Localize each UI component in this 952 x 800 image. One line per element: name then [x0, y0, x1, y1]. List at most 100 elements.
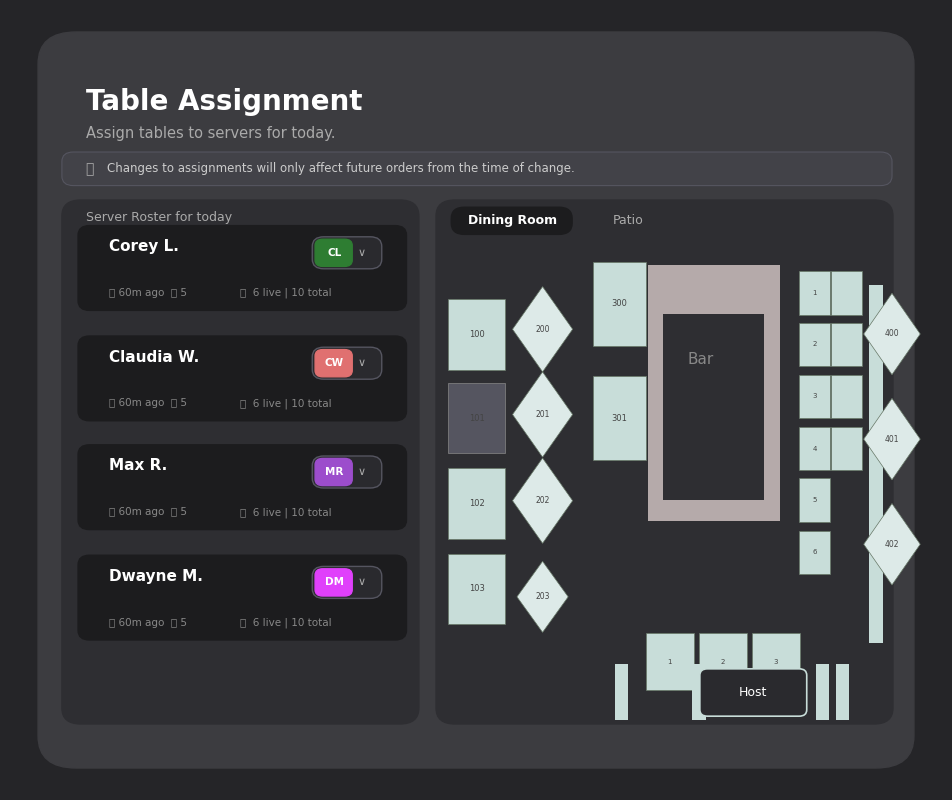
Text: 103: 103: [468, 584, 485, 594]
Text: Assign tables to servers for today.: Assign tables to servers for today.: [86, 126, 335, 141]
Bar: [615, 664, 628, 720]
Bar: [699, 634, 746, 690]
Text: Claudia W.: Claudia W.: [109, 350, 200, 365]
Bar: [831, 374, 863, 418]
Text: ⓘ: ⓘ: [86, 162, 94, 176]
Bar: [448, 299, 506, 370]
Text: ∨: ∨: [358, 578, 366, 587]
Text: 3: 3: [812, 394, 817, 399]
Text: ∨: ∨: [358, 358, 366, 368]
FancyBboxPatch shape: [78, 226, 407, 310]
Text: 201: 201: [535, 410, 549, 419]
Text: ⏰ 60m ago  ⌖ 5: ⏰ 60m ago ⌖ 5: [109, 398, 188, 408]
Text: 5: 5: [812, 498, 817, 503]
Text: 300: 300: [611, 299, 627, 308]
Bar: [800, 427, 830, 470]
Text: ⏰ 60m ago  ⌖ 5: ⏰ 60m ago ⌖ 5: [109, 507, 188, 517]
Bar: [647, 266, 781, 521]
Bar: [692, 664, 705, 720]
FancyBboxPatch shape: [451, 207, 572, 234]
Polygon shape: [517, 562, 568, 632]
Text: Server Roster for today: Server Roster for today: [86, 211, 231, 224]
Text: Host: Host: [739, 686, 767, 699]
Text: 1: 1: [667, 658, 672, 665]
Text: 3: 3: [774, 658, 778, 665]
Bar: [831, 322, 863, 366]
Text: 👥  6 live | 10 total: 👥 6 live | 10 total: [240, 618, 331, 628]
Text: 2: 2: [812, 342, 817, 347]
Bar: [664, 314, 764, 500]
Polygon shape: [863, 503, 921, 585]
FancyBboxPatch shape: [78, 445, 407, 530]
FancyBboxPatch shape: [312, 566, 382, 598]
Text: 👥  6 live | 10 total: 👥 6 live | 10 total: [240, 288, 331, 298]
Text: 👥  6 live | 10 total: 👥 6 live | 10 total: [240, 507, 331, 518]
Bar: [800, 374, 830, 418]
FancyBboxPatch shape: [78, 555, 407, 640]
Text: Bar: Bar: [687, 353, 714, 367]
Bar: [831, 271, 863, 315]
Text: 203: 203: [535, 592, 550, 602]
Text: 102: 102: [469, 499, 485, 508]
Text: Patio: Patio: [613, 214, 644, 227]
Polygon shape: [863, 398, 921, 480]
Text: 400: 400: [884, 330, 900, 338]
Text: 1: 1: [812, 290, 817, 296]
FancyBboxPatch shape: [312, 456, 382, 488]
Polygon shape: [512, 372, 572, 457]
Text: Changes to assignments will only affect future orders from the time of change.: Changes to assignments will only affect …: [107, 162, 574, 175]
Bar: [831, 427, 863, 470]
Bar: [800, 271, 830, 315]
Polygon shape: [512, 286, 572, 372]
Bar: [593, 376, 646, 461]
Bar: [836, 664, 849, 720]
Polygon shape: [863, 294, 921, 374]
Text: CW: CW: [325, 358, 344, 368]
Text: 301: 301: [611, 414, 627, 422]
FancyBboxPatch shape: [315, 239, 352, 266]
Text: 👥  6 live | 10 total: 👥 6 live | 10 total: [240, 398, 331, 409]
FancyBboxPatch shape: [315, 569, 352, 596]
Text: Table Assignment: Table Assignment: [86, 88, 362, 115]
Bar: [646, 634, 694, 690]
Bar: [816, 664, 829, 720]
Text: 2: 2: [721, 658, 725, 665]
FancyBboxPatch shape: [436, 200, 893, 724]
Bar: [448, 469, 506, 538]
FancyBboxPatch shape: [78, 336, 407, 421]
Text: ∨: ∨: [358, 467, 366, 477]
Text: ⏰ 60m ago  ⌖ 5: ⏰ 60m ago ⌖ 5: [109, 618, 188, 627]
Bar: [800, 478, 830, 522]
Text: 100: 100: [469, 330, 485, 339]
Bar: [800, 530, 830, 574]
Text: DM: DM: [325, 578, 344, 587]
Polygon shape: [512, 458, 572, 543]
Text: ⏰ 60m ago  ⌖ 5: ⏰ 60m ago ⌖ 5: [109, 288, 188, 298]
Text: 401: 401: [884, 434, 900, 444]
Text: MR: MR: [325, 467, 344, 477]
FancyBboxPatch shape: [315, 350, 352, 377]
Text: 4: 4: [812, 446, 817, 451]
Text: 402: 402: [884, 540, 900, 549]
FancyBboxPatch shape: [62, 200, 419, 724]
Text: 200: 200: [535, 325, 550, 334]
FancyBboxPatch shape: [700, 669, 806, 716]
FancyBboxPatch shape: [315, 458, 352, 486]
FancyBboxPatch shape: [312, 237, 382, 269]
Bar: [800, 322, 830, 366]
Text: 101: 101: [469, 414, 485, 422]
Text: Dining Room: Dining Room: [467, 214, 557, 227]
Text: ∨: ∨: [358, 248, 366, 258]
Bar: [593, 262, 646, 346]
FancyBboxPatch shape: [312, 347, 382, 379]
Text: Dwayne M.: Dwayne M.: [109, 569, 204, 584]
Text: 202: 202: [535, 496, 549, 505]
Text: CL: CL: [327, 248, 341, 258]
Text: 6: 6: [812, 550, 817, 555]
Text: Max R.: Max R.: [109, 458, 168, 474]
Text: Corey L.: Corey L.: [109, 239, 179, 254]
FancyBboxPatch shape: [38, 32, 914, 768]
Bar: [752, 634, 800, 690]
FancyBboxPatch shape: [62, 152, 892, 186]
Bar: [448, 554, 506, 624]
